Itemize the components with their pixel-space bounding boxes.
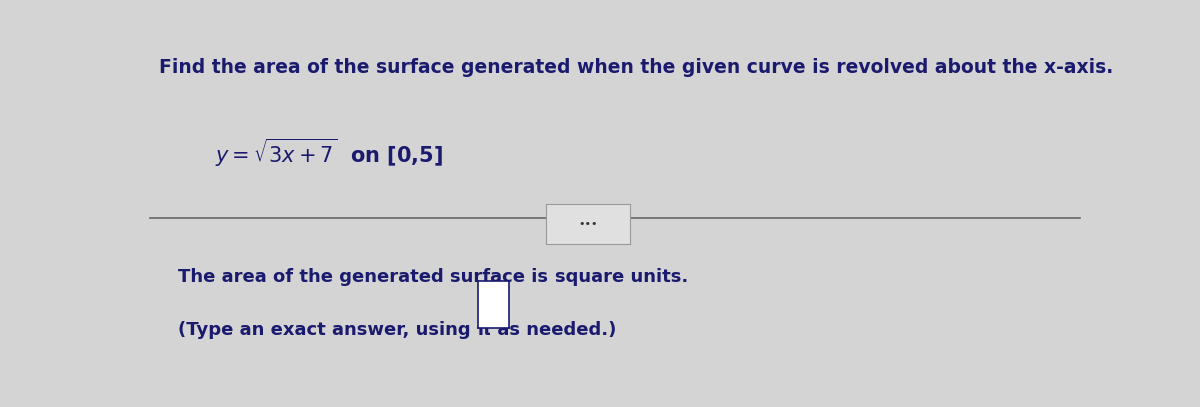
Text: square units.: square units. xyxy=(554,268,688,286)
Text: $y = \sqrt{3x+7}$  on [0,5]: $y = \sqrt{3x+7}$ on [0,5] xyxy=(215,137,443,169)
Text: (Type an exact answer, using π as needed.): (Type an exact answer, using π as needed… xyxy=(178,322,617,339)
Text: Find the area of the surface generated when the given curve is revolved about th: Find the area of the surface generated w… xyxy=(160,58,1114,77)
Text: The area of the generated surface is: The area of the generated surface is xyxy=(178,268,548,286)
Text: •••: ••• xyxy=(578,219,598,229)
